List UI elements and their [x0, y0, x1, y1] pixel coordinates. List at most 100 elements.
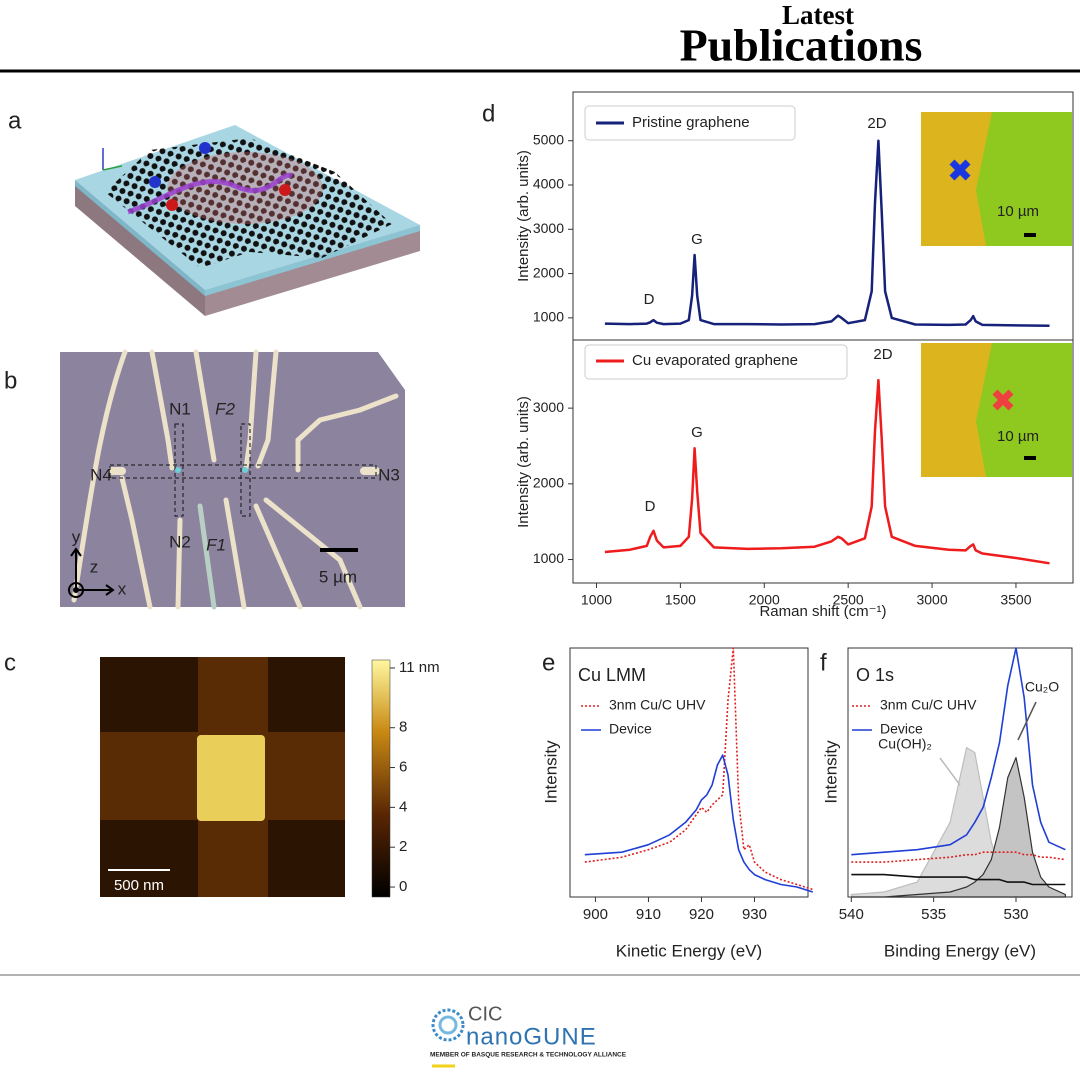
- spin-path: [127, 172, 294, 215]
- plot-frame: [569, 647, 809, 898]
- x-tick-label: 920: [689, 906, 714, 923]
- contact-dot: [175, 467, 181, 473]
- annotation-pointer: [1017, 701, 1037, 741]
- y-tick-label: 2000: [533, 475, 564, 491]
- axis-arrow: [76, 584, 115, 596]
- axis-label: z: [90, 557, 99, 576]
- x-tick-label: 1000: [581, 592, 612, 608]
- annotation: D: [644, 291, 655, 308]
- panel-title: Cu LMM: [578, 665, 646, 685]
- electrode-label: F1: [206, 535, 226, 554]
- panel-label: e: [542, 649, 555, 676]
- electrodes: [71, 349, 399, 610]
- panel-label: a: [8, 107, 22, 134]
- footer-logo: CIC nanoGUNE MEMBER OF BASQUE RESEARCH &…: [430, 1003, 627, 1068]
- x-tick-label: 1500: [665, 592, 696, 608]
- dashed-outline: [109, 464, 377, 479]
- x-axis-label: Raman shift (cm⁻¹): [759, 603, 886, 620]
- scale-bar: [1024, 456, 1036, 460]
- x-tick-label: 2500: [833, 592, 864, 608]
- panel-label: c: [4, 649, 16, 676]
- colorbar-tick-label: 2: [399, 838, 407, 855]
- annotation: G: [691, 424, 703, 441]
- image-corner: [378, 352, 405, 390]
- panel-label: b: [4, 367, 17, 394]
- electrode: [175, 517, 183, 610]
- line-series: [604, 139, 1050, 328]
- logo-mark: [431, 1008, 465, 1042]
- brand-name: nanoGUNE: [466, 1023, 597, 1050]
- inset-flake: [921, 343, 992, 477]
- annotation: D: [645, 498, 656, 515]
- annotation-pointer: [939, 757, 961, 786]
- electrode: [197, 503, 217, 610]
- y-axis-label: Intensity: [821, 740, 840, 804]
- annotation: Cu₂O: [1025, 679, 1059, 695]
- colorbar-tick-label: 4: [399, 798, 407, 815]
- plot-frame: [572, 339, 1074, 584]
- x-tick-label: 2000: [749, 592, 780, 608]
- header-line2: Publications: [680, 20, 923, 71]
- x-tick-label: 930: [742, 906, 767, 923]
- x-tick-label: 540: [839, 906, 864, 923]
- electrode: [255, 349, 279, 469]
- legend-box: [584, 344, 848, 380]
- y-tick-label: 3000: [533, 399, 564, 415]
- x-axis-label: Kinetic Energy (eV): [616, 941, 762, 960]
- slab-side: [75, 180, 205, 316]
- y-tick-label: 1000: [533, 550, 564, 566]
- x-tick-label: 3000: [916, 592, 947, 608]
- electrode-label: N4: [90, 465, 112, 484]
- raman-insets: [921, 112, 1072, 477]
- y-tick-label: 2000: [533, 264, 564, 280]
- electrode: [253, 503, 303, 610]
- electrode: [263, 497, 363, 610]
- electrode: [193, 349, 217, 463]
- spin-red: [166, 199, 178, 211]
- axis-triad: [68, 547, 115, 598]
- y-tick-label: 5000: [533, 131, 564, 147]
- x-tick-label: 910: [636, 906, 661, 923]
- electrode: [119, 475, 153, 610]
- y-axis-label: Intensity (arb. units): [515, 150, 532, 282]
- slab-edge: [75, 180, 205, 296]
- y-tick-label: 4000: [533, 176, 564, 192]
- slab-side: [205, 225, 420, 316]
- dashed-outline: [240, 423, 251, 517]
- inset-flake: [921, 112, 992, 246]
- colorbar-tick-label: 6: [399, 759, 407, 776]
- scale-bar: [1024, 233, 1036, 237]
- x-tick-label: 530: [1003, 906, 1028, 923]
- panel-labels: a b c d e f: [4, 100, 827, 676]
- electrode-label: N1: [169, 399, 191, 418]
- electrode: [295, 393, 399, 473]
- y-axis-label: Intensity: [541, 740, 560, 804]
- annotation: G: [691, 231, 703, 248]
- line-series: [604, 378, 1050, 565]
- spin-red: [279, 184, 291, 196]
- substrate: [60, 352, 405, 607]
- y-axis-label: Intensity (arb. units): [515, 396, 532, 528]
- axis-label: x: [118, 579, 127, 598]
- slab-edge: [205, 225, 420, 296]
- brand-top: CIC: [468, 1003, 502, 1025]
- brand-tagline: MEMBER OF BASQUE RESEARCH & TECHNOLOGY A…: [430, 1052, 627, 1059]
- spin-blue: [199, 142, 211, 154]
- annotation: Cu(OH)₂: [878, 736, 932, 752]
- electrode: [71, 349, 128, 603]
- micrograph: N1 F2 N4 N3 N2 F1 5 µm y z x: [60, 349, 405, 610]
- electrode: [223, 497, 247, 610]
- legend-box: [584, 105, 796, 141]
- measurement-marker: [992, 389, 1014, 411]
- colorbar-tick-label: 8: [399, 719, 407, 736]
- x-tick-label: 3500: [1000, 592, 1031, 608]
- legend-label: Pristine graphene: [632, 114, 750, 131]
- panel-label: f: [820, 649, 827, 676]
- y-tick-label: 3000: [533, 220, 564, 236]
- annotation: 2D: [873, 346, 892, 363]
- axis-glyph: [102, 165, 123, 171]
- legend-label: Device: [880, 721, 923, 737]
- electrode-label: N3: [378, 465, 400, 484]
- x-tick-label: 535: [921, 906, 946, 923]
